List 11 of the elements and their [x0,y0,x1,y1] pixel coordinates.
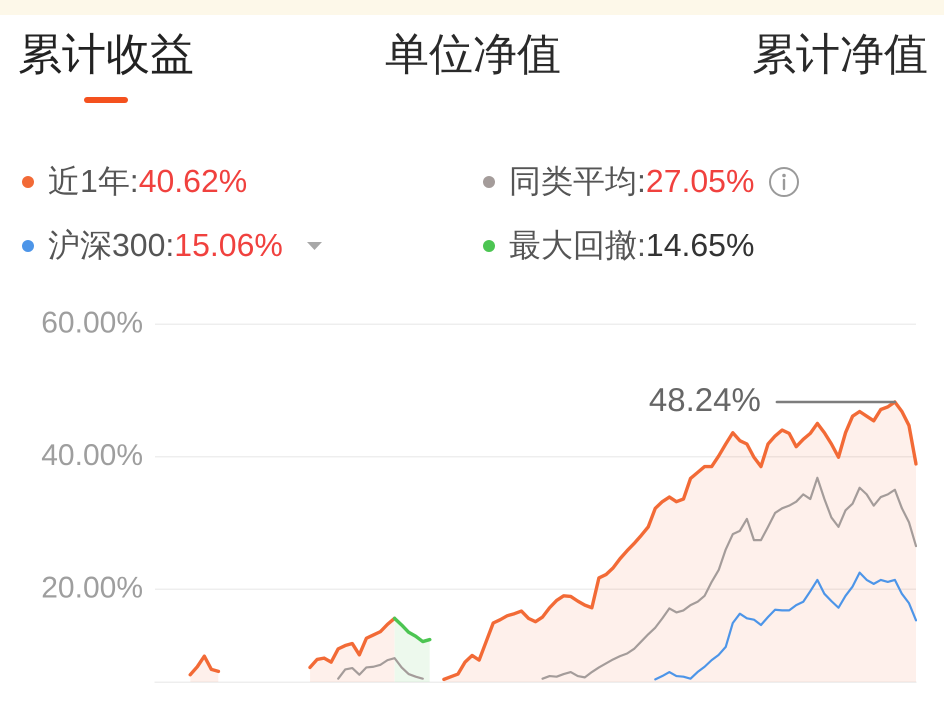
ref-line-label: 48.24% [648,381,761,418]
y-tick-label: 60.00% [41,306,143,340]
text: 单位净值 [385,30,561,80]
legend-label: 最大回撤:14.65% [509,227,754,263]
text: 累计净值 [752,30,928,80]
legend-label: 近1年:40.62% [48,163,248,199]
legend-label: 同类平均:27.05% [509,163,754,199]
legend-label: 沪深300:15.06% [48,227,283,263]
y-tick-label: 40.00% [41,438,143,472]
chart-title: 累计收益 [18,30,194,80]
y-tick-label: 20.00% [41,571,143,604]
